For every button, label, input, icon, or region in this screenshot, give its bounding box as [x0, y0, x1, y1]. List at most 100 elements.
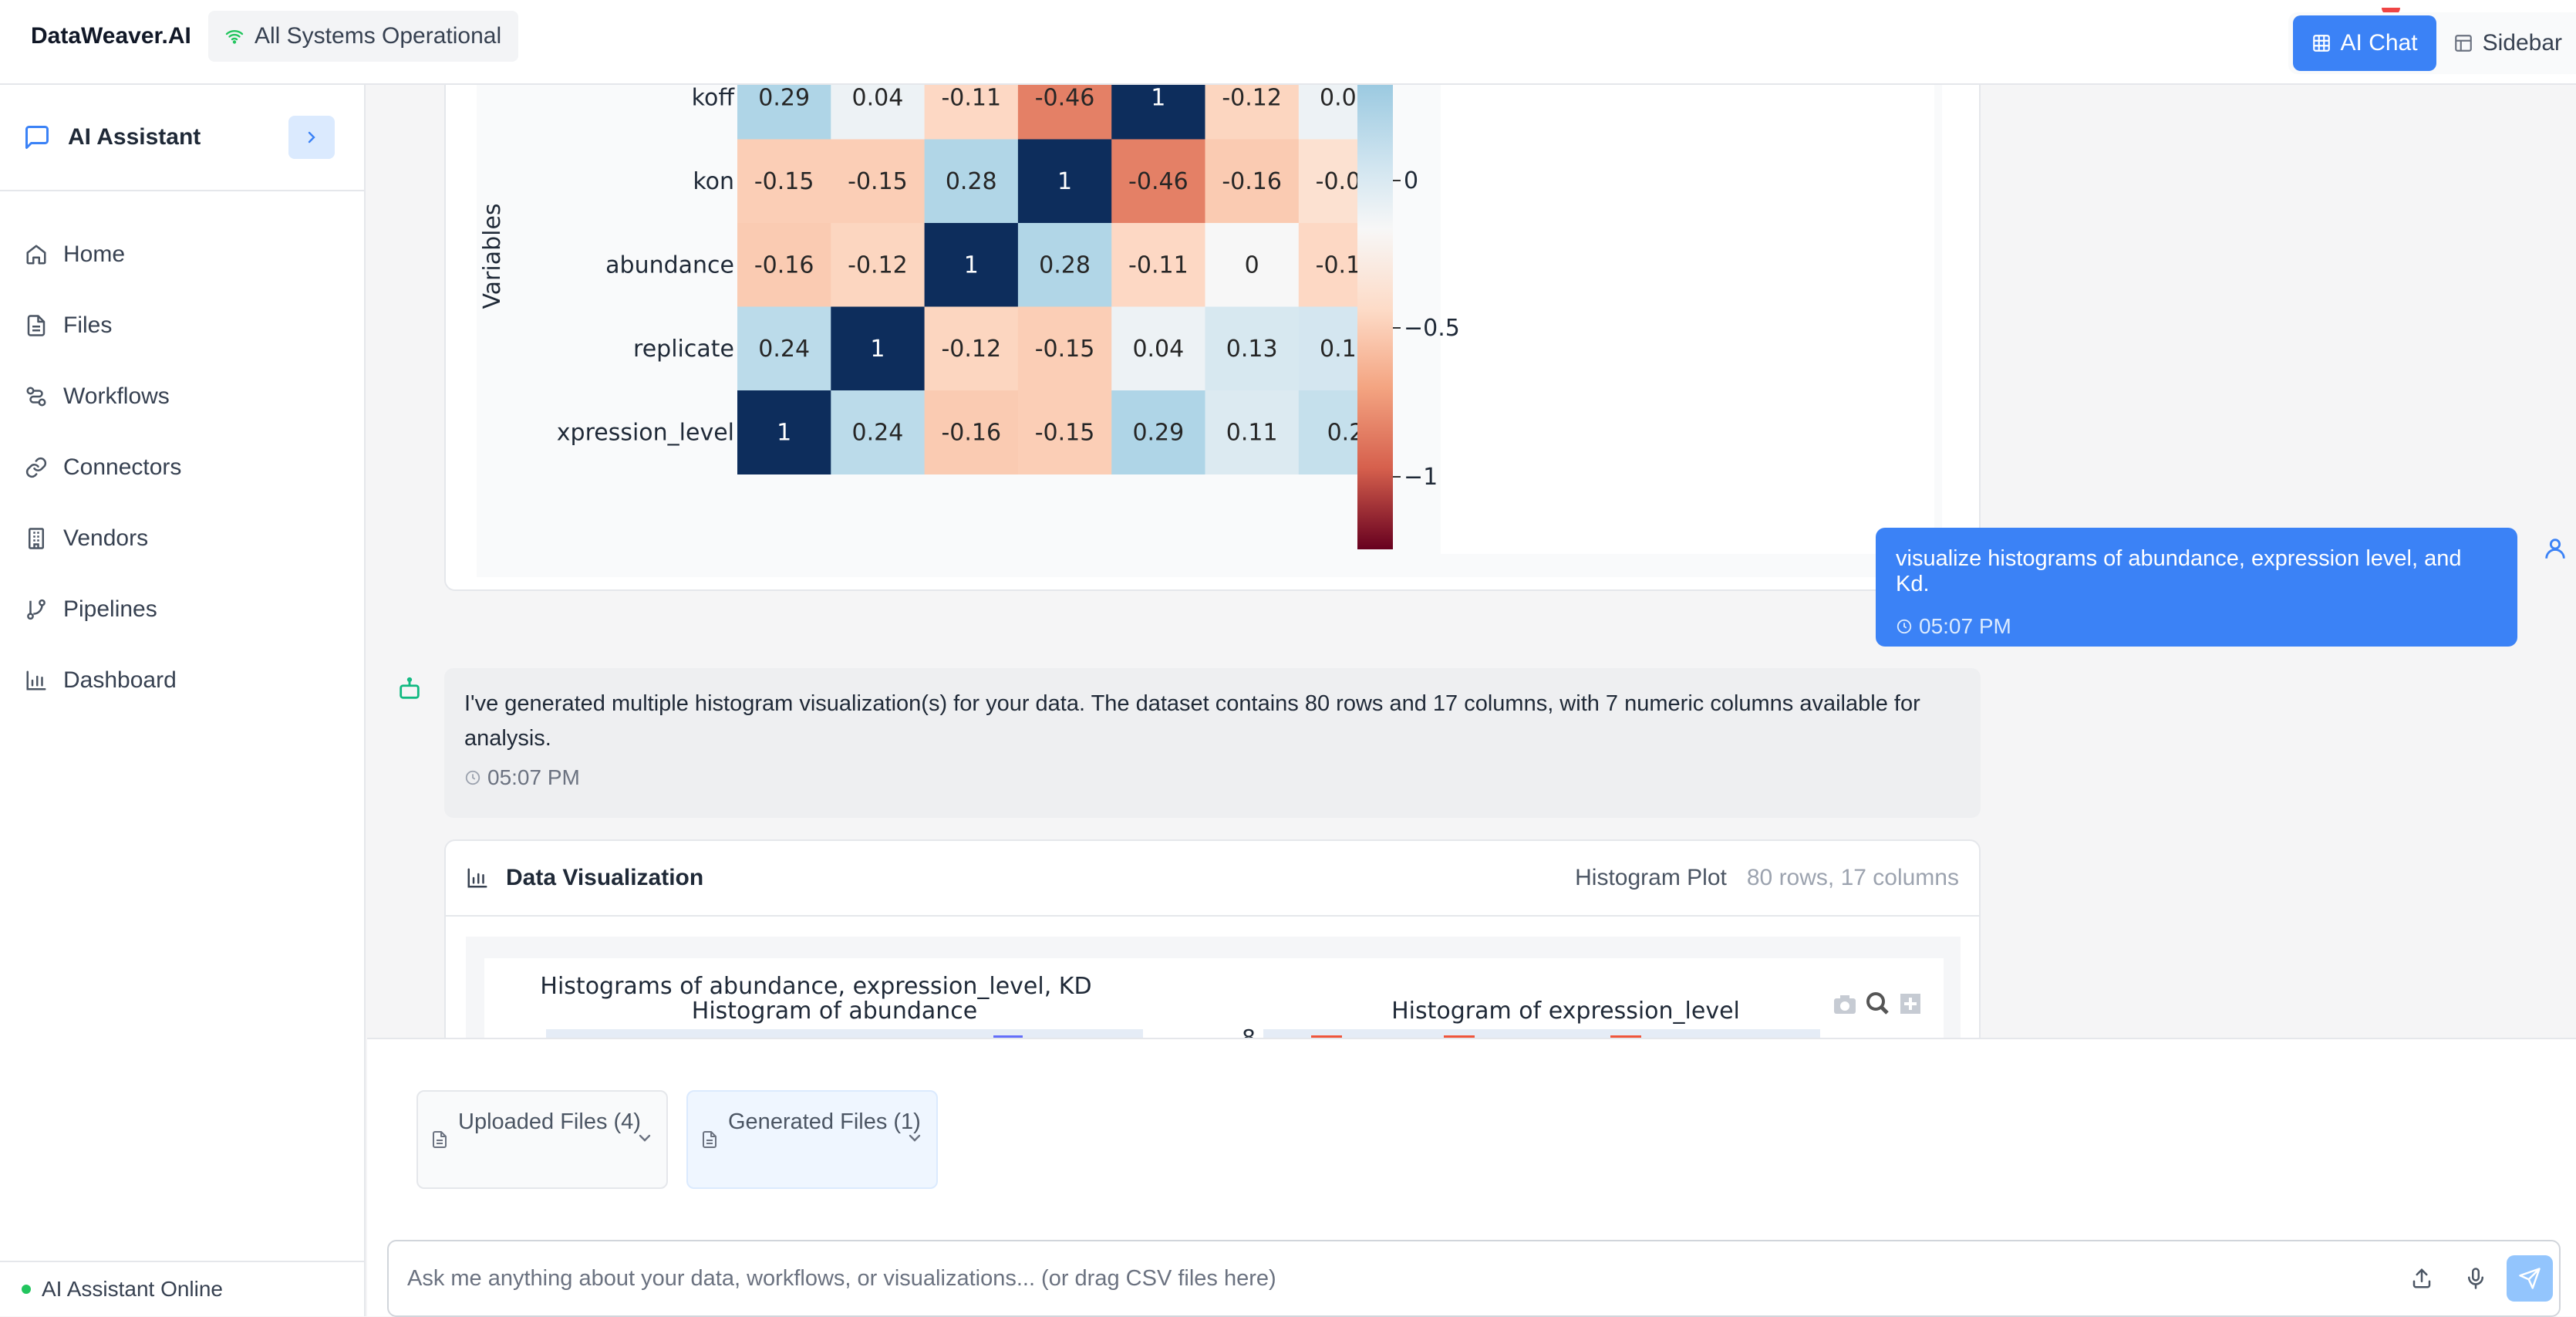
- heatmap-cell[interactable]: [737, 85, 831, 140]
- histogram-plot[interactable]: Histograms of abundance, expression_leve…: [484, 958, 1944, 1038]
- histogram-bar[interactable]: [1610, 1035, 1641, 1038]
- histogram-plot-container: Histograms of abundance, expression_leve…: [466, 937, 1961, 1038]
- chat-input[interactable]: [406, 1265, 2399, 1292]
- heatmap-cell-value: -0.15: [848, 168, 908, 195]
- heatmap-cell[interactable]: [1111, 85, 1205, 140]
- heatmap-cell[interactable]: [831, 223, 926, 307]
- sidebar-item-workflows[interactable]: Workflows: [0, 361, 364, 432]
- histogram-bar[interactable]: [993, 1035, 1023, 1038]
- sidebar-item-vendors[interactable]: Vendors: [0, 503, 364, 574]
- git-branch-icon: [27, 599, 46, 620]
- heatmap-cell[interactable]: [1205, 390, 1300, 474]
- zoom-icon[interactable]: [1866, 992, 1889, 1015]
- heatmap-cell[interactable]: [1205, 85, 1300, 140]
- sidebar-item-files[interactable]: Files: [0, 290, 364, 361]
- heatmap-cell[interactable]: [1017, 223, 1112, 307]
- generated-files-dropdown[interactable]: Generated Files (1): [686, 1090, 938, 1189]
- sidebar-nav: Home Files Workflows Connectors Vendors …: [0, 191, 364, 716]
- send-icon: [2519, 1268, 2541, 1289]
- heatmap-cell-value: -0.11: [1128, 252, 1189, 279]
- heatmap-cell[interactable]: [831, 306, 926, 391]
- y-tick-label: 8: [1242, 1025, 1256, 1038]
- heatmap-cell[interactable]: [1017, 390, 1112, 474]
- chevron-down-icon: [909, 1134, 921, 1142]
- histogram-bar[interactable]: [1311, 1035, 1342, 1038]
- heatmap-cell[interactable]: [1111, 139, 1205, 224]
- sidebar: AI Assistant Home Files Workflows Connec…: [0, 85, 366, 1316]
- sidebar-item-label: Home: [63, 241, 126, 267]
- bot-icon: [400, 677, 420, 699]
- visualization-header: Data Visualization Histogram Plot 80 row…: [446, 841, 1979, 917]
- colorbar-tick-label: −0.5: [1404, 315, 1460, 342]
- heatmap-cell[interactable]: [737, 223, 831, 307]
- heatmap-cell[interactable]: [1205, 306, 1300, 391]
- heatmap-cell[interactable]: [1017, 139, 1112, 224]
- colorbar: [1357, 85, 1393, 549]
- user-message-text: visualize histograms of abundance, expre…: [1896, 546, 2462, 596]
- uploaded-files-dropdown[interactable]: Uploaded Files (4): [416, 1090, 668, 1189]
- heatmap-cell[interactable]: [1111, 306, 1205, 391]
- sidebar-item-label: Files: [63, 312, 113, 338]
- clock-icon: [465, 770, 480, 785]
- send-button[interactable]: [2507, 1255, 2553, 1302]
- colorbar-tick-label: 0: [1404, 167, 1418, 194]
- correlation-heatmap-card: Variables koff kon abundance replicate xpres…: [444, 85, 1981, 591]
- ai-chat-button[interactable]: AI Chat: [2292, 15, 2436, 71]
- file-icon: [703, 1131, 716, 1148]
- heatmap-cell[interactable]: [1017, 306, 1112, 391]
- plus-icon[interactable]: [1900, 994, 1920, 1014]
- sidebar-item-dashboard[interactable]: Dashboard: [0, 645, 364, 716]
- workflow-icon: [26, 387, 46, 407]
- heatmap-cell[interactable]: [1205, 139, 1300, 224]
- heatmap-cell[interactable]: [831, 390, 926, 474]
- heatmap-cell[interactable]: [1017, 85, 1112, 140]
- heatmap-cell[interactable]: [737, 306, 831, 391]
- heatmap-cell[interactable]: [831, 139, 926, 224]
- chevron-right-icon: [308, 131, 315, 144]
- heatmap-cell[interactable]: [1111, 390, 1205, 474]
- heatmap-cell[interactable]: [737, 139, 831, 224]
- heatmap-cell[interactable]: [1205, 223, 1300, 307]
- composer-area: Uploaded Files (4) Generated Files (1): [367, 1038, 2576, 1317]
- heatmap-cell-value: -0.46: [1128, 168, 1189, 195]
- system-status-badge: All Systems Operational: [208, 11, 519, 62]
- brand-logo[interactable]: DataWeaver.AI: [31, 23, 191, 49]
- user-icon: [2545, 539, 2565, 559]
- heatmap-cell-value: 0.28: [946, 168, 997, 195]
- ai-chat-label: AI Chat: [2340, 30, 2418, 56]
- correlation-heatmap[interactable]: Variables koff kon abundance replicate xpres…: [477, 85, 1942, 580]
- heatmap-cell[interactable]: [737, 390, 831, 474]
- microphone-button[interactable]: [2453, 1255, 2499, 1302]
- sidebar-item-label: Dashboard: [63, 667, 177, 693]
- histogram-bar[interactable]: [1444, 1035, 1475, 1038]
- sidebar-collapse-button[interactable]: [288, 116, 335, 159]
- heatmap-cell[interactable]: [924, 139, 1019, 224]
- heatmap-cell[interactable]: [924, 85, 1019, 140]
- plot-title: Histograms of abundance, expression_leve…: [540, 973, 1091, 1000]
- camera-icon[interactable]: [1834, 995, 1856, 1014]
- sidebar-title: AI Assistant: [68, 124, 201, 150]
- top-bar: DataWeaver.AI All Systems Operational AI…: [0, 0, 2576, 85]
- heatmap-cell[interactable]: [831, 85, 926, 140]
- sidebar-item-pipelines[interactable]: Pipelines: [0, 574, 364, 645]
- heatmap-cell-value: 0.11: [1226, 419, 1278, 446]
- chat-scroll-area[interactable]: Variables koff kon abundance replicate xpres…: [367, 85, 2576, 1038]
- heatmap-cell-value: 1: [777, 419, 791, 446]
- heatmap-cell[interactable]: [1111, 223, 1205, 307]
- histogram-figure: Histograms of abundance, expression_leve…: [540, 973, 1920, 1038]
- chevron-down-icon: [639, 1134, 651, 1142]
- heatmap-cell-value: -0.46: [1035, 85, 1095, 111]
- system-status-text: All Systems Operational: [255, 23, 502, 49]
- heatmap-cell[interactable]: [924, 223, 1019, 307]
- heatmap-cell[interactable]: [924, 306, 1019, 391]
- sidebar-item-connectors[interactable]: Connectors: [0, 432, 364, 503]
- heatmap-cell-value: -0.12: [848, 252, 908, 279]
- upload-button[interactable]: [2399, 1255, 2445, 1302]
- heatmap-row-label: replicate: [633, 336, 734, 363]
- heatmap-cell-value: 0.29: [758, 85, 810, 111]
- colorbar-panel: [1441, 85, 1934, 554]
- sidebar-item-label: Pipelines: [63, 596, 157, 622]
- heatmap-cell[interactable]: [924, 390, 1019, 474]
- sidebar-toggle-button[interactable]: Sidebar: [2439, 15, 2576, 71]
- sidebar-item-home[interactable]: Home: [0, 219, 364, 290]
